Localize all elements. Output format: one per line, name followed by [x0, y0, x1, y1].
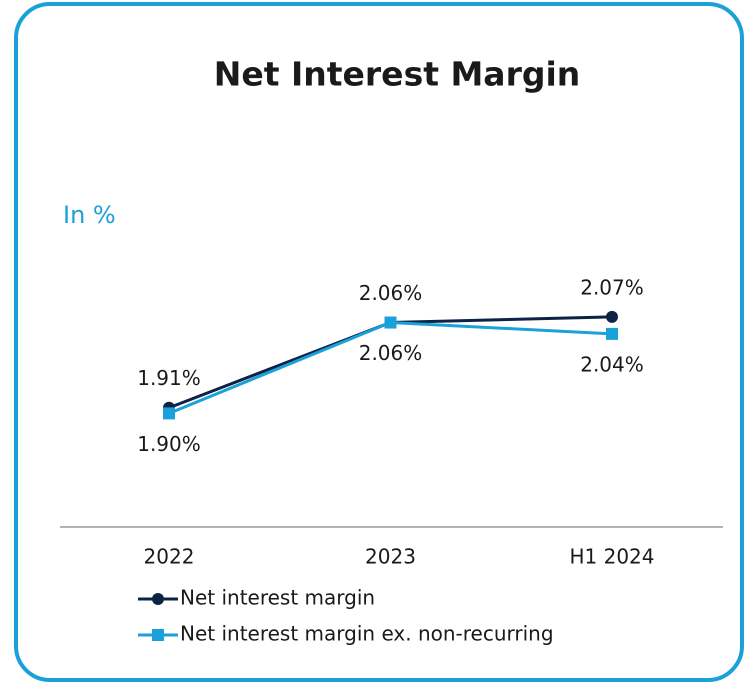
card-border [14, 2, 744, 682]
chart-title: Net Interest Margin [214, 55, 581, 94]
data-label: 2.07% [580, 275, 644, 299]
point [384, 316, 397, 329]
point [606, 327, 618, 340]
point [163, 407, 175, 420]
x-tick-label: 2023 [365, 545, 416, 569]
data-label: 1.91% [137, 366, 201, 390]
legend-label: Net interest margin [180, 586, 375, 610]
subtitle: In % [63, 201, 116, 229]
data-label: 2.04% [580, 352, 644, 376]
data-label: 1.90% [137, 432, 201, 456]
data-label: 2.06% [359, 341, 423, 365]
x-tick-label: 2022 [144, 545, 195, 569]
x-tick-label: H1 2024 [569, 545, 654, 569]
point [152, 629, 164, 641]
legend-label: Net interest margin ex. non-recurring [180, 622, 554, 646]
point [152, 593, 164, 605]
series-line [168, 321, 613, 415]
data-label: 2.06% [359, 281, 423, 305]
point [606, 310, 618, 323]
